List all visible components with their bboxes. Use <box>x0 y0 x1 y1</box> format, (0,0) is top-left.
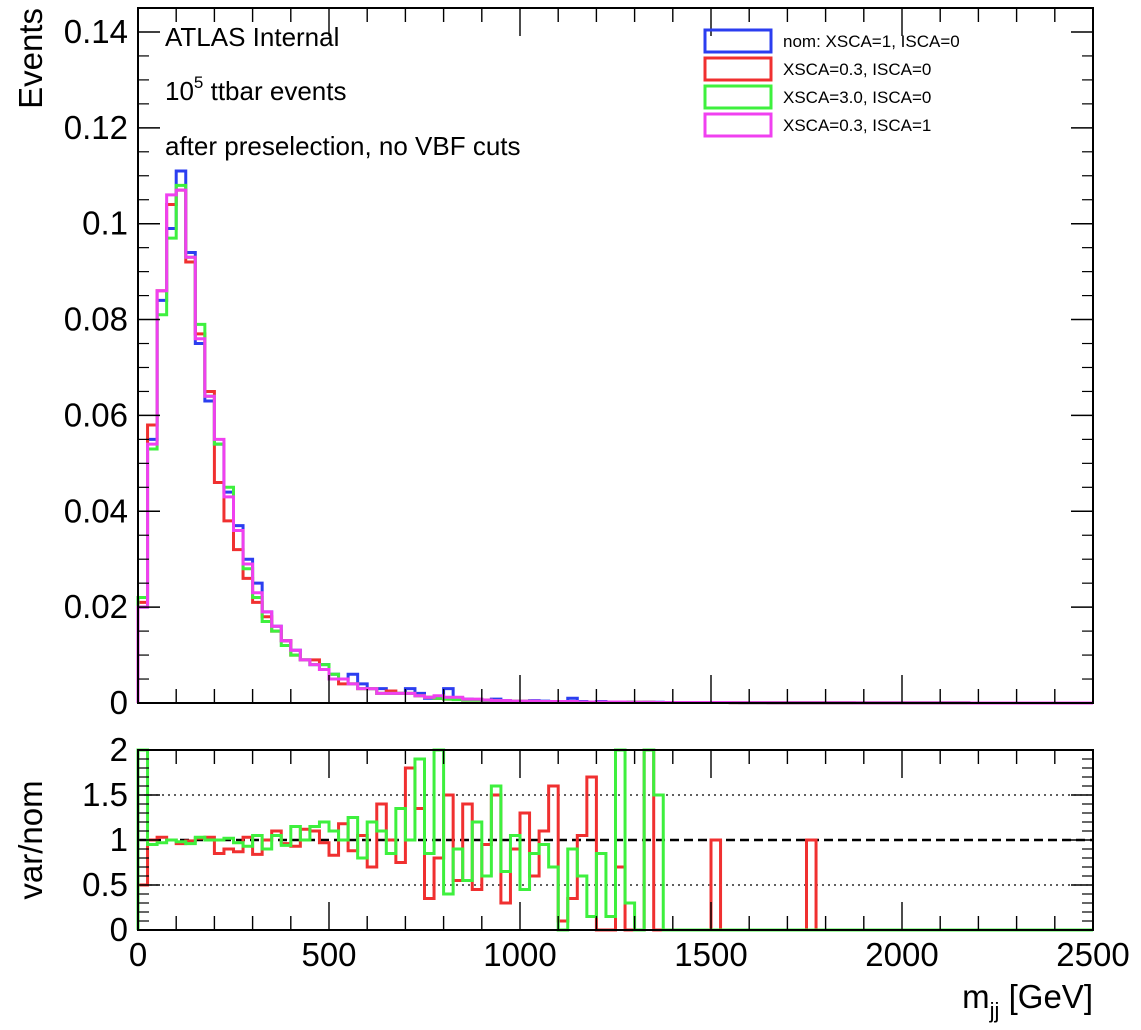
main-y-axis-label: Events <box>12 8 49 109</box>
main-y-tick-label: 0.08 <box>64 301 128 338</box>
ratio-x-ticks: 0 500 1000 1500 2000 2500 <box>129 750 1130 973</box>
x-tick-label: 0 <box>129 936 147 973</box>
events-rest: ttbar events <box>203 76 346 106</box>
selection-label: after preselection, no VBF cuts <box>165 131 521 161</box>
legend-entry-label: XSCA=0.3, ISCA=1 <box>783 116 931 135</box>
main-y-tick-label: 0.1 <box>82 205 128 242</box>
main-y-tick-label: 0.14 <box>64 13 128 50</box>
main-y-tick-label: 0.02 <box>64 588 128 625</box>
x-axis-label: mjj [GeV] <box>962 978 1093 1023</box>
ratio-y-ticks: 0 0.5 1 1.5 2 <box>82 731 1093 948</box>
x-axis-label-sub: jj <box>989 998 1000 1023</box>
ratio-panel: 00.511.52 0 500 1000 1500 2000 2500 var/nom m… <box>12 731 1130 1023</box>
legend-swatch <box>703 28 773 54</box>
histogram-0 <box>136 169 1093 705</box>
histogram-3 <box>136 188 1093 705</box>
events-base: 10 <box>165 76 194 106</box>
main-y-ticks: 0 0.02 0.04 0.06 0.08 0.1 0.12 0.14 <box>64 13 1093 721</box>
legend-swatch <box>703 112 773 138</box>
ratio-y-tick-label: 2 <box>110 731 128 768</box>
x-tick-label: 1000 <box>483 936 556 973</box>
main-frame <box>137 7 1094 704</box>
main-histograms <box>136 169 1093 705</box>
events-exponent: 5 <box>194 73 203 92</box>
legend-entry-label: XSCA=0.3, ISCA=0 <box>783 60 931 79</box>
ratio-y-tick-label: 1.5 <box>82 776 128 813</box>
x-axis-label-unit: [GeV] <box>999 978 1093 1015</box>
events-label: 105 ttbar events <box>165 73 346 106</box>
main-y-tick-label: 0 <box>110 684 128 721</box>
x-axis-label-base: m <box>962 978 990 1015</box>
ratio-y-tick-label: 0 <box>110 911 128 948</box>
ratio-y-tick-label: 0.5 <box>82 866 128 903</box>
main-panel: 0 0.02 0.04 0.06 0.08 0.1 0.12 0.14 Events ATLA… <box>12 7 1094 721</box>
ratio-histogram-1 <box>136 748 1093 932</box>
atlas-label: ATLAS Internal <box>165 22 339 52</box>
legend-entry-label: XSCA=3.0, ISCA=0 <box>783 88 931 107</box>
x-tick-label: 500 <box>301 936 356 973</box>
x-tick-label: 1500 <box>674 936 747 973</box>
main-x-ticks <box>137 8 1094 703</box>
main-y-tick-label: 0.12 <box>64 109 128 146</box>
ratio-histograms <box>136 748 1093 932</box>
main-y-tick-label: 0.04 <box>64 492 128 529</box>
main-y-tick-label: 0.06 <box>64 396 128 433</box>
x-tick-label: 2000 <box>865 936 938 973</box>
ratio-y-tick-label: 1 <box>110 821 128 858</box>
legend: nom: XSCA=1, ISCA=0 XSCA=0.3, ISCA=0 XSCA=… <box>703 28 960 138</box>
legend-entry-label: nom: XSCA=1, ISCA=0 <box>783 32 960 51</box>
legend-swatch <box>703 56 773 82</box>
x-tick-label: 2500 <box>1056 936 1129 973</box>
ratio-y-axis-label: var/nom <box>12 780 49 899</box>
legend-swatch <box>703 84 773 110</box>
